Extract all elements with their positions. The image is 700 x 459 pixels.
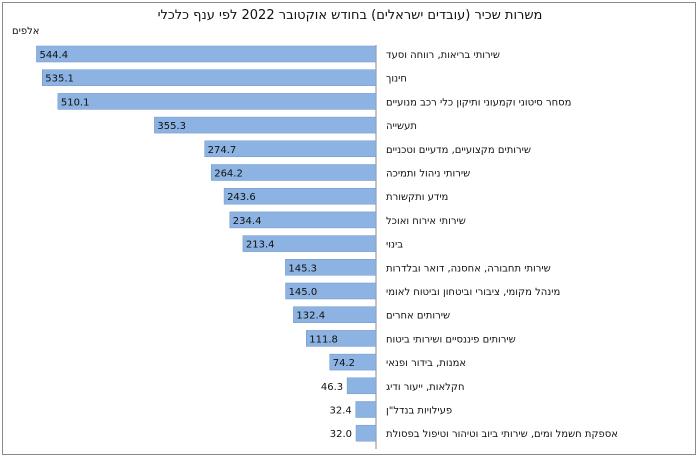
bar bbox=[204, 140, 377, 158]
bar bbox=[210, 164, 377, 181]
category-label: שירותים מקצועיים, מדעיים וטכניים bbox=[386, 145, 531, 156]
chart-title: משרות שכיר (עובדים ישראלים) בחודש אוקטוב… bbox=[157, 8, 543, 23]
bar bbox=[57, 93, 377, 110]
category-label: מינהל מקומי, ציבורי וביטחון וביטוח לאומי bbox=[386, 287, 560, 298]
bar bbox=[229, 211, 377, 229]
bar bbox=[346, 377, 377, 395]
bar bbox=[42, 69, 377, 86]
bar bbox=[223, 187, 377, 205]
value-label: 111.8 bbox=[309, 334, 338, 345]
category-label: חקלאות, ייעור ודיג bbox=[386, 382, 464, 393]
value-label: 544.4 bbox=[39, 50, 68, 61]
value-label: 510.1 bbox=[61, 97, 90, 108]
bar bbox=[355, 424, 377, 442]
bar bbox=[285, 282, 377, 300]
category-label: חינוך bbox=[386, 74, 407, 85]
value-label: 213.4 bbox=[246, 240, 275, 251]
value-label: 46.3 bbox=[321, 382, 343, 393]
value-label: 145.0 bbox=[289, 287, 318, 298]
value-label: 74.2 bbox=[333, 358, 355, 369]
category-label: בינוי bbox=[386, 240, 403, 251]
category-label: אמנות, בידור ופנאי bbox=[386, 358, 466, 369]
value-label: 32.4 bbox=[330, 406, 352, 417]
bar bbox=[242, 235, 377, 252]
category-label: פעילויות בנדל"ן bbox=[386, 406, 452, 417]
value-label: 535.1 bbox=[45, 74, 74, 85]
bar bbox=[355, 401, 377, 418]
bar bbox=[329, 353, 377, 371]
category-label: מסחר סיטוני וקמעוני ותיקון כלי רכב מנועי… bbox=[386, 97, 571, 108]
unit-label: אלפים bbox=[12, 26, 40, 37]
bar bbox=[306, 330, 377, 347]
value-label: 355.3 bbox=[157, 121, 186, 132]
value-label: 264.2 bbox=[214, 169, 243, 180]
bar bbox=[36, 45, 377, 63]
value-label: 145.3 bbox=[288, 263, 317, 274]
bars-group: 544.4 שירותי בריאות, רווחה וסעד 535.1 חינוך… bbox=[36, 45, 618, 442]
category-label: שירותי ניהול ותמיכה bbox=[386, 169, 470, 180]
category-label: שירותי בריאות, רווחה וסעד bbox=[386, 50, 500, 61]
value-label: 274.7 bbox=[208, 145, 237, 156]
value-label: 234.4 bbox=[233, 216, 262, 227]
bar bbox=[154, 116, 377, 134]
category-label: אספקת חשמל ומים, שירותי ביוב וטיהור וטיפ… bbox=[386, 429, 618, 440]
bar bbox=[293, 306, 377, 323]
value-label: 32.0 bbox=[330, 429, 352, 440]
category-label: שירותי תחבורה, אחסנה, דואר ובלדרות bbox=[386, 263, 551, 274]
value-label: 243.6 bbox=[227, 192, 256, 203]
bar bbox=[285, 259, 377, 276]
category-label: שירותים פיננסיים ושירותי ביטוח bbox=[386, 334, 516, 345]
category-label: שירותים אחרים bbox=[386, 311, 450, 322]
category-label: שירותי אירוח ואוכל bbox=[386, 216, 466, 227]
category-label: מידע ותקשורת bbox=[386, 192, 448, 203]
value-label: 132.4 bbox=[296, 311, 325, 322]
category-label: תעשייה bbox=[386, 121, 417, 132]
